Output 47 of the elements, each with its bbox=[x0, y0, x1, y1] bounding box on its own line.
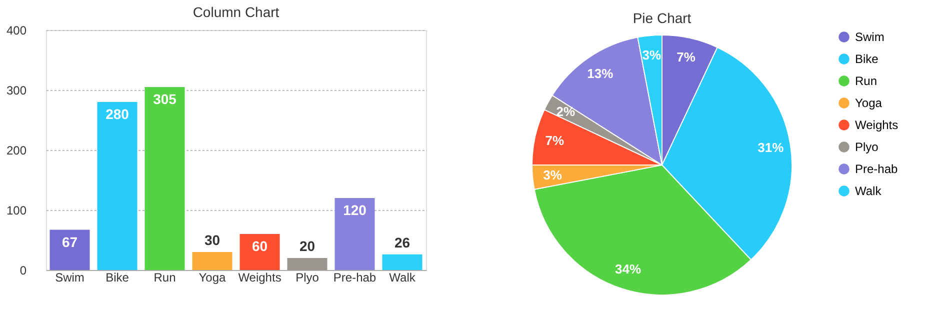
data-label: 31% bbox=[758, 140, 784, 155]
x-tick-label: Walk bbox=[389, 270, 416, 284]
legend-label: Pre-hab bbox=[855, 162, 898, 176]
bar bbox=[334, 198, 375, 270]
data-label: 280 bbox=[106, 106, 130, 122]
bar bbox=[97, 102, 138, 270]
legend-label: Walk bbox=[855, 184, 882, 198]
data-label: 7% bbox=[545, 133, 564, 148]
bar bbox=[240, 234, 280, 270]
chart-title: Column Chart bbox=[192, 4, 280, 20]
data-label: 30 bbox=[204, 232, 220, 248]
y-tick-label: 300 bbox=[6, 84, 27, 98]
x-tick-label: Swim bbox=[55, 270, 84, 284]
y-tick-label: 100 bbox=[6, 204, 27, 218]
data-label: 3% bbox=[642, 47, 662, 62]
data-label: 305 bbox=[153, 91, 177, 107]
data-label: 2% bbox=[556, 104, 576, 120]
data-label: 3% bbox=[543, 167, 562, 182]
x-tick-label: Weights bbox=[238, 270, 282, 284]
data-label: 120 bbox=[343, 202, 367, 218]
legend-label: Bike bbox=[855, 52, 879, 66]
bar bbox=[192, 252, 232, 270]
y-tick-label: 0 bbox=[20, 264, 27, 278]
legend-label: Run bbox=[855, 74, 878, 88]
x-tick-label: Bike bbox=[106, 270, 130, 284]
bar bbox=[287, 258, 328, 270]
data-label: 67 bbox=[62, 234, 78, 250]
y-tick-label: 400 bbox=[6, 24, 27, 38]
x-tick-label: Pre-hab bbox=[333, 270, 376, 284]
data-label: 13% bbox=[587, 66, 614, 82]
bar bbox=[144, 87, 185, 270]
bar bbox=[50, 230, 90, 270]
x-tick-label: Yoga bbox=[198, 270, 226, 284]
data-label: 7% bbox=[676, 50, 696, 65]
data-label: 34% bbox=[614, 262, 642, 277]
legend-label: Swim bbox=[855, 30, 884, 44]
legend-label: Yoga bbox=[855, 96, 882, 110]
data-label: 26 bbox=[394, 234, 410, 250]
x-tick-label: Plyo bbox=[296, 270, 320, 284]
data-label: 60 bbox=[252, 238, 268, 254]
legend-label: Weights bbox=[855, 118, 898, 132]
legend-label: Plyo bbox=[855, 140, 879, 154]
x-tick-label: Run bbox=[154, 270, 176, 284]
y-tick-label: 200 bbox=[6, 144, 27, 158]
bar bbox=[382, 254, 422, 270]
chart-title: Pie Chart bbox=[632, 10, 692, 26]
data-label: 20 bbox=[299, 238, 316, 254]
